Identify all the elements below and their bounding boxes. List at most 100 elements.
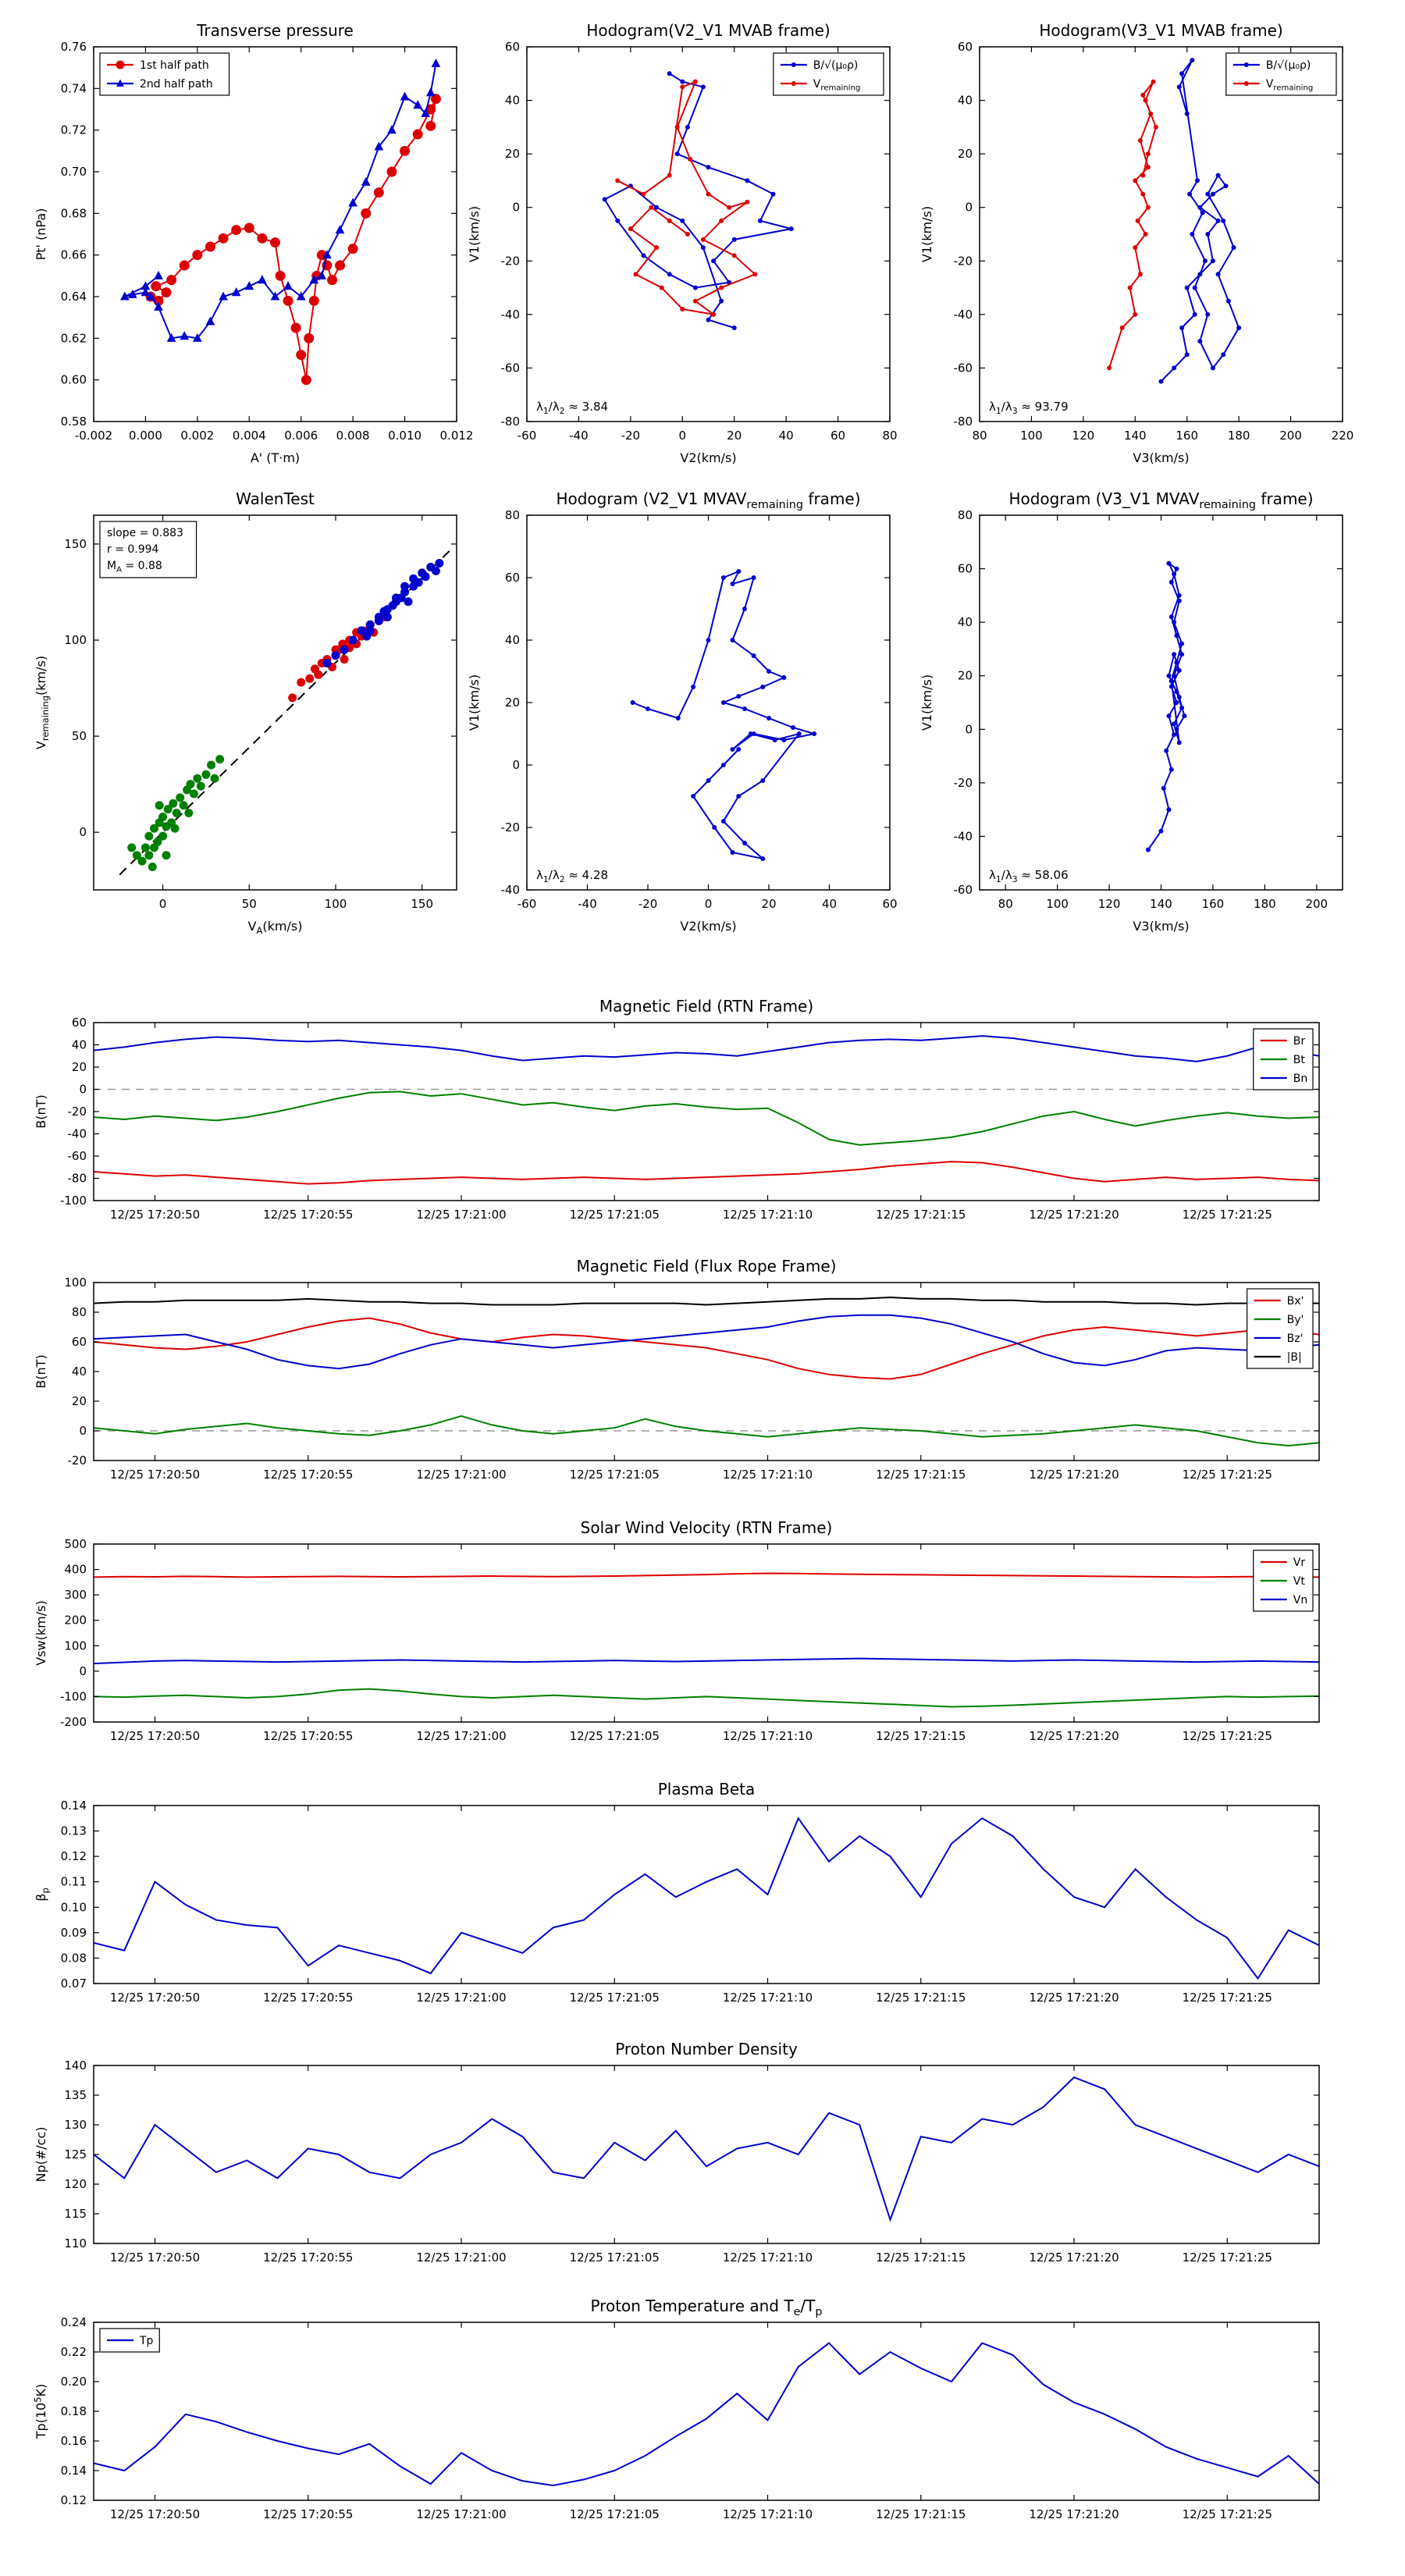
plot-area: [1107, 58, 1242, 384]
point-marker: [218, 233, 229, 244]
point-marker: [1174, 727, 1179, 732]
point-marker: [161, 287, 172, 298]
y-tick-label: 40: [505, 633, 520, 647]
point-marker: [685, 124, 690, 130]
point-marker: [1172, 732, 1177, 738]
lambda-annotation: λ1​/λ2​ ≈ 4.28: [536, 868, 608, 884]
legend-label: 2nd half path: [140, 78, 213, 91]
y-tick-label: 0.74: [61, 81, 87, 95]
legend-label: B/√(μ₀ρ): [813, 59, 859, 72]
point-marker: [340, 645, 349, 654]
x-tick-label: 12/25 17:21:10: [723, 2250, 813, 2265]
x-tick-label: 0: [159, 897, 167, 911]
x-tick-label: 0.004: [233, 429, 266, 443]
legend-stat: MA​ = 0.88: [107, 560, 162, 575]
triangle-marker: [296, 291, 306, 301]
y-tick-label: 0: [965, 201, 973, 215]
point-marker: [706, 638, 711, 642]
point-marker: [1182, 713, 1187, 719]
chart-title: WalenTest: [236, 489, 315, 508]
y-tick-label: 115: [64, 2207, 87, 2221]
point-marker: [1184, 285, 1190, 290]
point-marker: [308, 295, 319, 306]
y-tick-label: 80: [72, 1305, 87, 1319]
chart-title: Hodogram(V3_V1 MVAB frame): [1039, 21, 1282, 40]
point-marker: [706, 778, 711, 783]
point-marker: [1197, 272, 1203, 277]
x-axis-label: V3(km/s): [1133, 450, 1189, 465]
x-tick-label: 12/25 17:20:50: [110, 1468, 200, 1482]
x-tick-label: 80: [972, 429, 987, 443]
y-tick-label: 60: [505, 571, 520, 585]
axes-box: [979, 46, 1343, 422]
y-tick-label: 60: [958, 562, 973, 576]
point-marker: [1179, 705, 1185, 710]
triangle-marker: [387, 125, 397, 134]
y-tick-label: 40: [958, 615, 973, 629]
series-1st half path: [150, 98, 437, 380]
y-tick-label: 0.64: [61, 290, 87, 304]
point-marker: [153, 837, 162, 846]
x-axis-label: V2(km/s): [680, 919, 736, 934]
y-tick-label: -40: [501, 308, 521, 322]
series-Np: [94, 2076, 1319, 2222]
y-axis-label: Pt' (nPa): [34, 208, 48, 261]
y-tick-label: 60: [72, 1016, 87, 1030]
x-tick-label: 12/25 17:21:05: [570, 2507, 660, 2521]
plot-area: [120, 58, 441, 386]
y-tick-label: 0.72: [61, 123, 87, 137]
y-tick-label: -60: [68, 1149, 87, 1163]
point-marker: [615, 178, 621, 183]
point-marker: [374, 612, 383, 621]
y-tick-label: 40: [505, 94, 520, 108]
point-marker: [767, 669, 771, 674]
x-tick-label: 20: [727, 429, 742, 443]
point-marker: [335, 260, 346, 271]
point-marker: [1158, 828, 1164, 834]
point-marker: [357, 626, 366, 635]
point-marker: [1197, 205, 1203, 210]
point-marker: [667, 71, 672, 76]
point-marker: [244, 222, 254, 233]
x-tick-label: 0.008: [336, 429, 370, 443]
point-marker: [745, 178, 750, 183]
point-marker: [659, 285, 664, 290]
point-marker: [680, 307, 685, 311]
y-tick-label: 110: [64, 2236, 87, 2250]
y-tick-label: -20: [501, 254, 521, 268]
point-marker: [1143, 98, 1148, 103]
point-marker: [158, 831, 168, 841]
point-marker: [169, 799, 178, 808]
x-tick-label: 120: [1072, 429, 1095, 443]
point-marker: [304, 333, 315, 343]
chart-title: Solar Wind Velocity (RTN Frame): [581, 1518, 833, 1537]
series-|B|: [94, 1296, 1319, 1306]
point-marker: [1179, 326, 1185, 330]
series-Vt: [94, 1688, 1319, 1708]
x-tick-label: 12/25 17:21:10: [723, 1468, 813, 1482]
point-marker: [630, 700, 635, 705]
x-tick-label: 100: [1020, 429, 1043, 443]
x-tick-label: -0.002: [75, 429, 112, 443]
point-marker: [127, 843, 137, 852]
point-marker: [1210, 258, 1215, 264]
triangle-marker: [270, 291, 280, 301]
point-marker: [1172, 673, 1177, 678]
chart-title: Hodogram(V2_V1 MVAB frame): [586, 21, 830, 40]
y-tick-label: -40: [954, 308, 973, 322]
y-tick-label: 100: [64, 633, 87, 647]
point-marker: [176, 793, 185, 802]
point-marker: [1168, 579, 1174, 585]
x-tick-label: -40: [578, 897, 597, 911]
y-tick-label: 0: [79, 825, 87, 839]
point-marker: [692, 298, 698, 304]
y-tick-label: 130: [64, 2118, 87, 2132]
y-tick-label: -20: [954, 254, 973, 268]
point-marker: [314, 670, 323, 679]
x-axis-label: A' (T·m): [251, 450, 300, 465]
point-marker: [116, 60, 125, 69]
point-marker: [172, 809, 181, 818]
y-tick-label: -100: [60, 1194, 87, 1208]
point-marker: [788, 226, 794, 232]
point-marker: [373, 187, 384, 198]
